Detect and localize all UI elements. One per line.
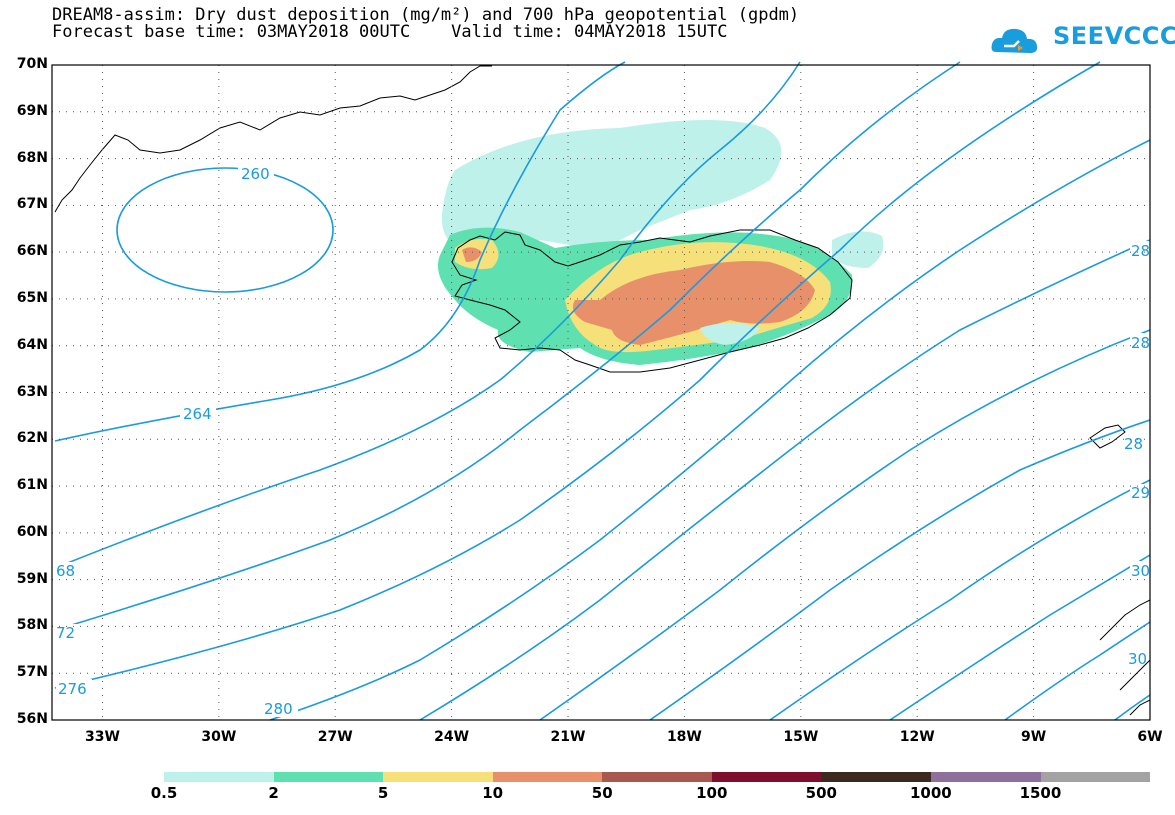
legend-swatch	[930, 772, 1041, 782]
faroe-coastline	[1089, 424, 1126, 449]
latitude-label: 64N	[16, 336, 48, 353]
legend-swatch	[821, 772, 931, 782]
latitude-label: 61N	[16, 477, 48, 494]
contour-284	[419, 239, 1151, 721]
contour-292	[649, 419, 1151, 721]
contour-label: 28	[1131, 334, 1150, 352]
legend-swatch	[383, 772, 493, 782]
graticule	[52, 65, 1150, 720]
legend-swatch	[602, 772, 712, 782]
geopotential-contours	[54, 61, 1151, 721]
latitude-label: 70N	[16, 56, 48, 72]
contour-280	[269, 139, 1151, 721]
latitude-label: 66N	[16, 243, 48, 260]
dust-level-0.5-east	[832, 231, 884, 268]
dust-shading	[437, 120, 884, 365]
contour-260	[116, 167, 334, 293]
legend-swatch	[711, 772, 822, 782]
latitude-label: 65N	[16, 289, 48, 306]
contour-label: 30	[1128, 650, 1147, 668]
legend-label: 1500	[1019, 784, 1062, 802]
contour-308	[1114, 694, 1151, 721]
latitude-label: 63N	[16, 383, 48, 400]
latitude-label: 67N	[16, 196, 48, 213]
longitude-label: 24W	[434, 729, 470, 745]
latitude-label: 59N	[16, 570, 48, 587]
color-legend	[164, 772, 1151, 782]
legend-label: 0.5	[150, 784, 178, 802]
logo-wordmark: SEEVCCC	[1053, 22, 1175, 50]
dust-level-10	[572, 261, 815, 345]
iceland-coastline	[451, 229, 853, 373]
longitude-label: 12W	[899, 729, 935, 745]
contour-288	[539, 329, 1151, 721]
legend-swatch	[492, 772, 603, 782]
legend-swatch	[273, 772, 384, 782]
legend-label: 10	[482, 784, 504, 802]
legend-swatch	[1040, 772, 1151, 782]
dust-level-0.5	[441, 120, 782, 255]
contour-272	[54, 61, 961, 631]
contour-label: 28	[1131, 242, 1150, 260]
longitude-label: 6W	[1137, 729, 1163, 745]
latitude-label: 58N	[16, 617, 48, 634]
contour-304	[1004, 621, 1151, 721]
chart-subtitle: Forecast base time: 03MAY2018 00UTC Vali…	[52, 22, 728, 42]
contour-268	[54, 61, 801, 569]
contour-label: 29	[1131, 484, 1150, 502]
legend-label: 2	[268, 784, 279, 802]
contour-label: 28	[1124, 435, 1143, 453]
longitude-label: 9W	[1021, 729, 1047, 745]
contour-label: 30	[1131, 562, 1150, 580]
longitude-label: 21W	[550, 729, 586, 745]
longitude-label: 30W	[201, 729, 237, 745]
legend-swatch	[164, 772, 274, 782]
contour-label: 276	[58, 680, 87, 698]
latitude-label: 60N	[16, 523, 48, 540]
dust-gap	[700, 323, 760, 345]
legend-label: 50	[591, 784, 613, 802]
legend-label: 500	[805, 784, 837, 802]
legend-label: 1000	[910, 784, 952, 802]
contour-label: 260	[241, 165, 270, 183]
contour-label: 264	[183, 405, 212, 423]
longitude-label: 15W	[783, 729, 819, 745]
map-frame	[51, 64, 1151, 721]
latitude-label: 69N	[16, 102, 48, 119]
latitude-label: 62N	[16, 430, 48, 447]
coastlines	[54, 65, 1151, 716]
longitude-label: 33W	[84, 729, 120, 745]
latitude-label: 57N	[16, 664, 48, 681]
legend-label: 5	[377, 784, 389, 802]
contour-label: 72	[56, 624, 75, 642]
contour-label: 280	[264, 700, 293, 718]
chart-title: DREAM8-assim: Dry dust deposition (mg/m²…	[52, 5, 800, 25]
contour-300	[889, 554, 1151, 721]
greenland-coastline	[54, 65, 492, 213]
latitude-label: 68N	[16, 149, 48, 166]
longitude-label: 27W	[317, 729, 353, 745]
contour-label: 68	[56, 562, 75, 580]
contour-276	[54, 61, 1101, 689]
contour-296	[769, 479, 1151, 721]
longitude-label: 18W	[666, 729, 702, 745]
legend-label: 100	[696, 784, 728, 802]
latitude-label: 56N	[16, 711, 48, 727]
dust-level-10-west	[462, 247, 482, 262]
cloud-logo-icon	[991, 28, 1038, 53]
